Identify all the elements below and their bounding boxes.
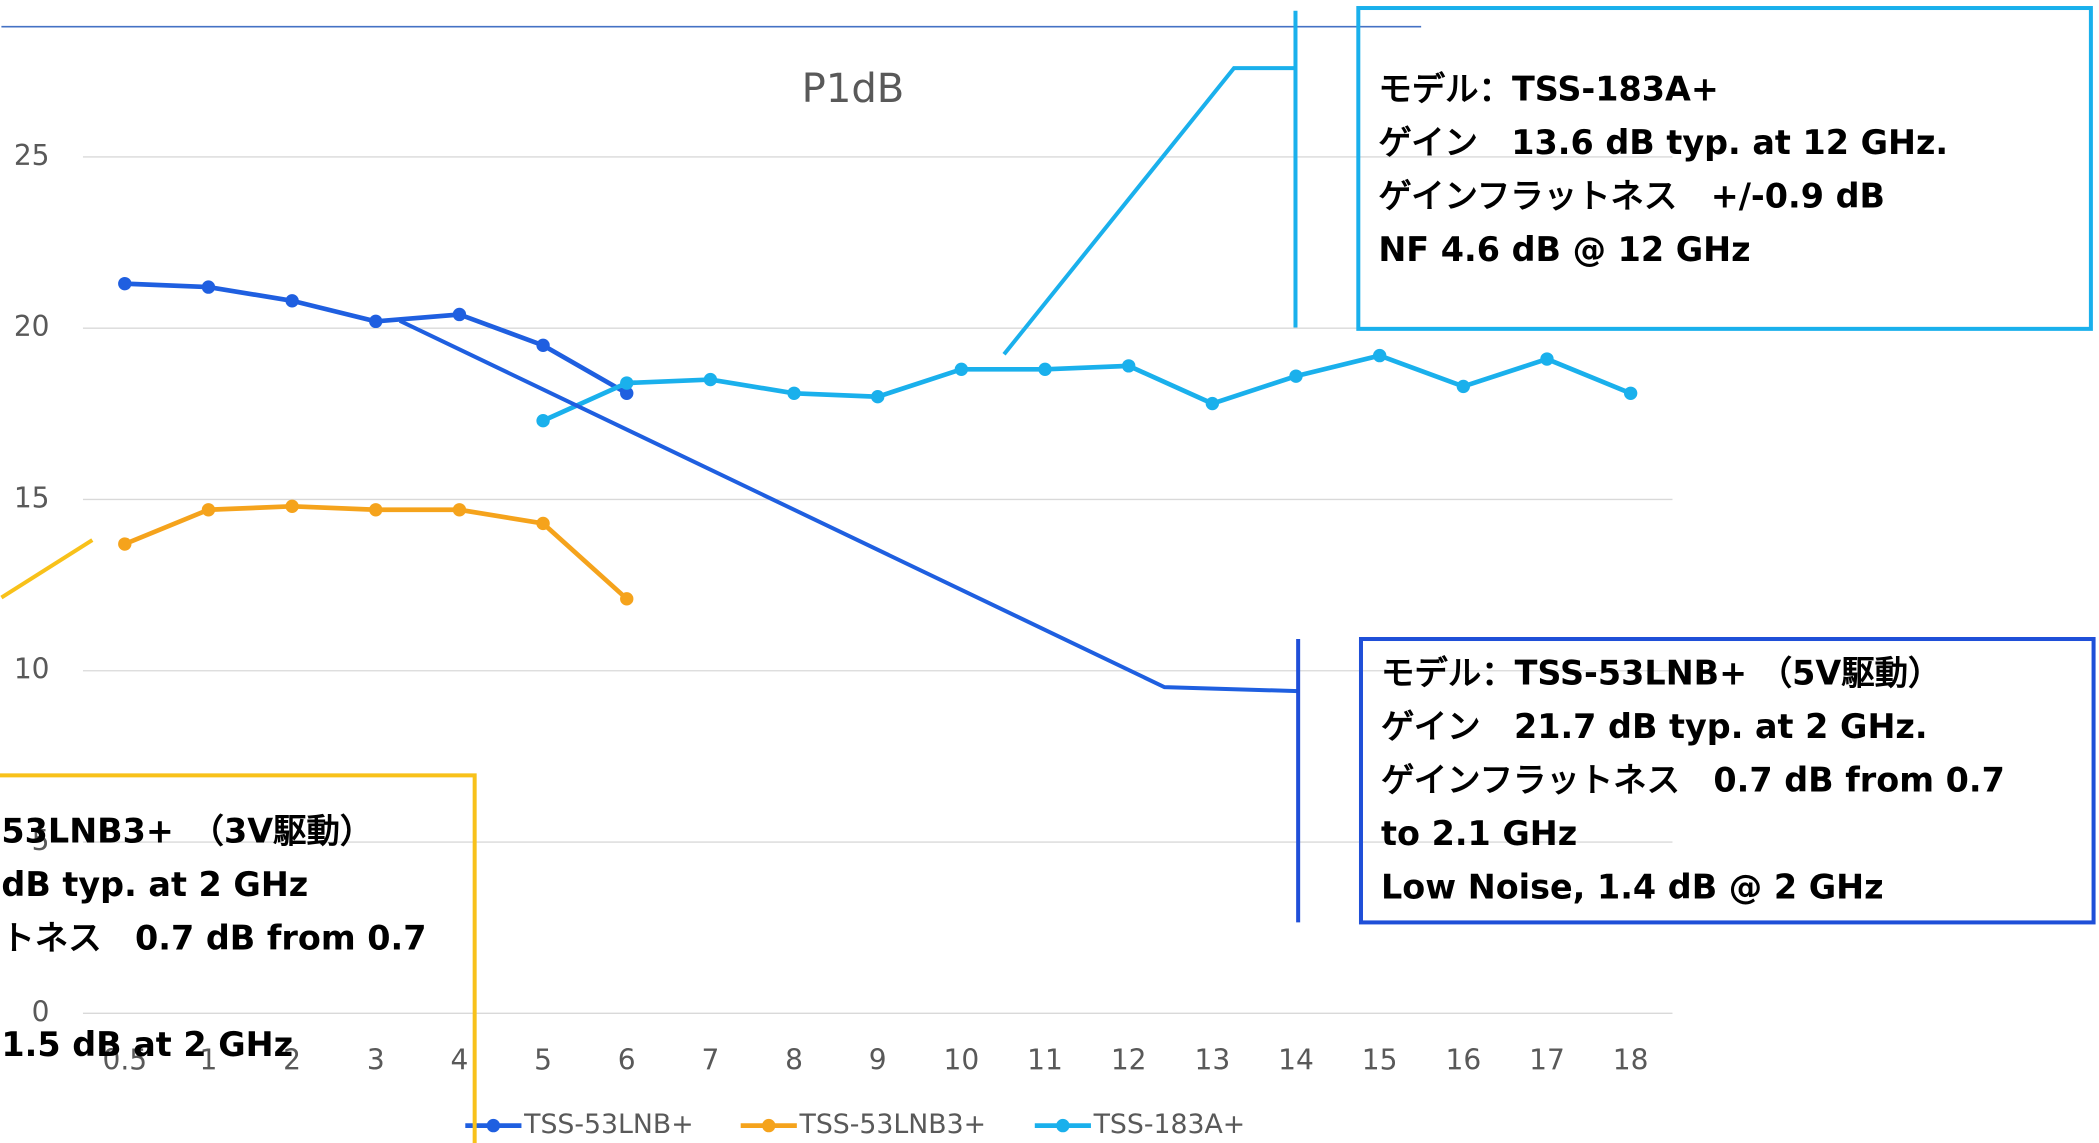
y-tick-label: 20 <box>14 310 50 343</box>
callout-line <box>398 319 1299 694</box>
data-point <box>1623 386 1638 400</box>
x-tick-label: 7 <box>701 1043 719 1076</box>
annotation-box <box>1356 6 2093 331</box>
x-tick-label: 3 <box>367 1043 385 1076</box>
x-tick-label: 13 <box>1194 1043 1230 1076</box>
x-tick-label: 10 <box>944 1043 980 1076</box>
data-point <box>285 294 299 308</box>
data-point <box>369 503 383 517</box>
annotation-box <box>0 773 477 1143</box>
y-tick-label: 10 <box>14 653 50 686</box>
data-point <box>1205 396 1220 411</box>
annotation-text: ゲイン 13.6 dB typ. at 12 GHz. <box>1378 123 1948 162</box>
data-point <box>703 372 718 387</box>
x-tick-label: 15 <box>1362 1043 1398 1076</box>
data-point <box>452 307 467 322</box>
x-tick-label: 9 <box>869 1043 887 1076</box>
x-tick-label: 2 <box>283 1043 301 1076</box>
legend-label: TSS-183A+ <box>1093 1109 1246 1140</box>
annotation-text: ゲインフラットネス +/-0.9 dB <box>1378 176 1885 215</box>
y-tick-label: 5 <box>32 824 50 857</box>
y-tick-label: 25 <box>14 139 50 172</box>
data-point <box>369 314 383 329</box>
legend-label: TSS-53LNB3+ <box>799 1109 986 1140</box>
callout-line <box>0 538 94 600</box>
data-point <box>1038 362 1052 376</box>
annotation-text: Low Noise, 1.4 dB @ 2 GHz <box>1381 867 1884 906</box>
x-tick-label: 6 <box>618 1043 636 1076</box>
annotation-text: モデル：TSS-53LNB+ （5V駆動） <box>1381 654 1941 693</box>
annotation-text: 1.5 dB at 2 GHz <box>1 1025 293 1064</box>
data-point <box>536 516 550 531</box>
series-line <box>123 503 629 601</box>
annotation-text: dB typ. at 2 GHz <box>1 865 308 904</box>
series-line <box>124 281 628 396</box>
data-point <box>201 280 216 294</box>
annotation-text: 53LNB3+ （3V駆動） <box>1 811 373 850</box>
data-point <box>620 386 634 400</box>
data-point <box>536 338 550 353</box>
callout-line <box>1002 66 1296 356</box>
annotation-text: トネス 0.7 dB from 0.7 <box>1 918 426 957</box>
data-point <box>620 376 634 390</box>
data-point <box>620 592 634 606</box>
legend-label: TSS-53LNB+ <box>523 1109 693 1140</box>
x-tick-label: 12 <box>1111 1043 1147 1076</box>
x-tick-label: 14 <box>1278 1043 1314 1076</box>
annotation-text: to 2.1 GHz <box>1381 814 1577 853</box>
x-tick-label: 5 <box>534 1043 552 1076</box>
data-point <box>871 390 885 404</box>
legend-marker <box>486 1118 501 1133</box>
annotation-box <box>1358 637 2096 925</box>
data-point <box>954 362 969 376</box>
annotation-text: ゲインフラットネス 0.7 dB from 0.7 <box>1381 761 2005 800</box>
x-tick-label: 8 <box>785 1043 803 1076</box>
data-point <box>118 276 132 291</box>
x-tick-label: 4 <box>450 1043 468 1076</box>
data-point <box>285 499 299 514</box>
data-point <box>1456 379 1471 394</box>
data-point <box>452 503 467 517</box>
data-point <box>1372 348 1387 363</box>
annotation-text: NF 4.6 dB @ 12 GHz <box>1378 230 1750 269</box>
x-tick-label: 18 <box>1613 1043 1649 1076</box>
data-point <box>201 503 216 517</box>
y-tick-label: 0 <box>32 995 50 1028</box>
x-tick-label: 17 <box>1529 1043 1565 1076</box>
data-point <box>787 386 801 400</box>
data-point <box>118 537 132 551</box>
data-point <box>1540 352 1554 366</box>
legend-marker <box>1056 1118 1070 1133</box>
data-point <box>536 414 550 428</box>
annotation-text: ゲイン 21.7 dB typ. at 2 GHz. <box>1381 707 1928 746</box>
y-tick-label: 15 <box>14 481 50 514</box>
x-tick-label: 1 <box>200 1043 218 1076</box>
data-point <box>1289 369 1303 383</box>
x-tick-label: 11 <box>1027 1043 1063 1076</box>
x-tick-label: 0.5 <box>102 1043 147 1076</box>
series-line <box>542 353 1632 423</box>
data-point <box>1122 359 1136 373</box>
annotation-text: モデル：TSS-183A+ <box>1378 69 1718 108</box>
x-tick-label: 16 <box>1445 1043 1481 1076</box>
chart-title: P1dB <box>802 66 905 112</box>
legend-marker <box>762 1118 776 1133</box>
